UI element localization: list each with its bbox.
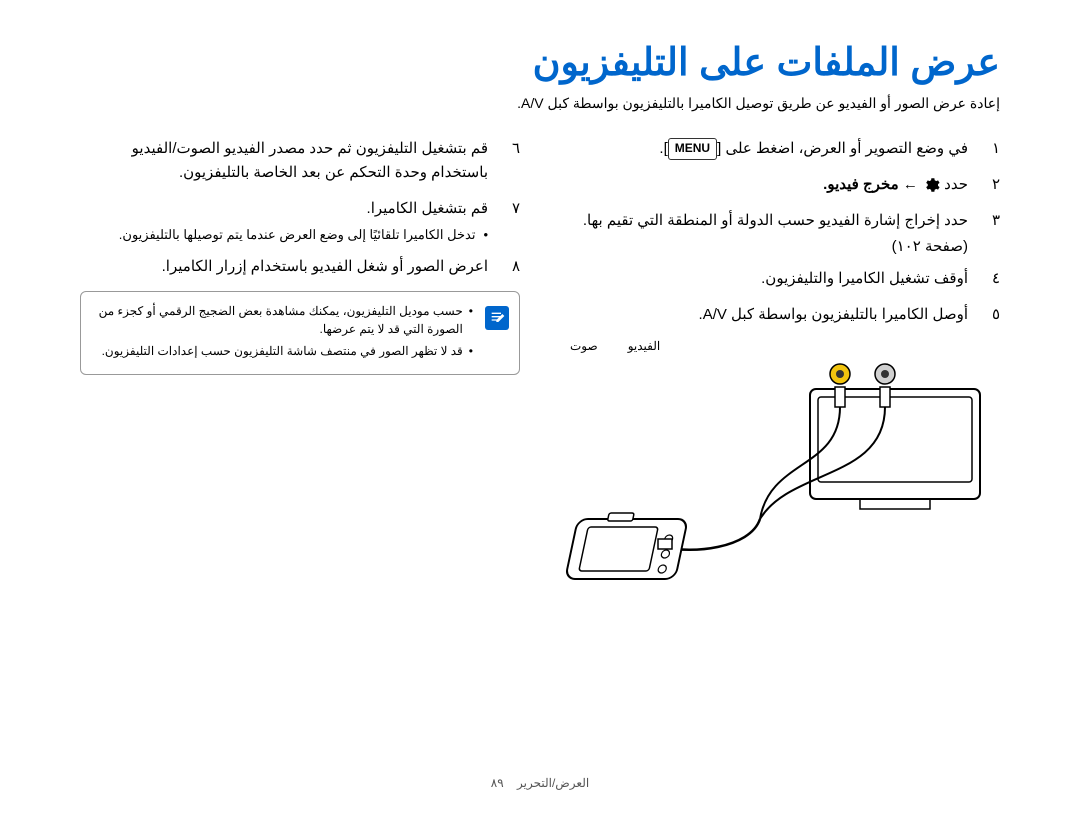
step-number: ٥ [980,303,1000,327]
step-subline: (صفحة ١٠٢) [560,237,1000,255]
step-text: أوقف تشغيل الكاميرا والتليفزيون. [560,267,968,291]
gear-icon [922,176,940,194]
step-item: ٤ أوقف تشغيل الكاميرا والتليفزيون. [560,267,1000,291]
diagram-svg [560,339,1000,619]
note-icon [485,306,509,330]
step-item: ٨ اعرض الصور أو شغل الفيديو باستخدام إزرا… [80,255,520,279]
step-text: أوصل الكاميرا بالتليفزيون بواسطة كبل A/V… [560,303,968,327]
step-text: حدد إخراج إشارة الفيديو حسب الدولة أو ال… [560,209,968,233]
step-text: قم بتشغيل الكاميرا. [80,197,488,221]
step-text: حدد ← مخرج فيديو. [560,173,968,197]
step-item: ٣ حدد إخراج إشارة الفيديو حسب الدولة أو ا… [560,209,1000,233]
step-number: ٤ [980,267,1000,291]
step-item: ٦قم بتشغيل التليفزيون ثم حدد مصدر الفيدي… [80,137,520,185]
steps-column-right: ١ في وضع التصوير أو العرض، اضغط على [MENU… [560,137,1000,619]
step-item: ٥ أوصل الكاميرا بالتليفزيون بواسطة كبل A/… [560,303,1000,327]
step-number: ٨ [500,255,520,279]
footer-page: ٨٩ [491,776,504,790]
step-number: ١ [980,137,1000,161]
av-labels: الفيديو صوت [570,339,660,353]
step-item: ٢ حدد ← مخرج فيديو. [560,173,1000,197]
step-bullet: تدخل الكاميرا تلقائيًا إلى وضع العرض عند… [80,227,520,243]
video-label: الفيديو [628,339,661,353]
note-line: حسب موديل التليفزيون، يمكنك مشاهدة بعض ا… [95,302,473,338]
audio-label: صوت [570,339,598,353]
footer-section: العرض/التحرير [517,776,589,790]
connection-diagram: الفيديو صوت [560,339,1000,619]
step-text: في وضع التصوير أو العرض، اضغط على [MENU]… [560,137,968,161]
step-number: ٧ [500,197,520,221]
step-number: ٣ [980,209,1000,233]
menu-button-label: MENU [668,138,717,159]
step-number: ٦ [500,137,520,185]
step-number: ٢ [980,173,1000,197]
step-text: اعرض الصور أو شغل الفيديو باستخدام إزرار… [80,255,488,279]
note-line: قد لا تظهر الصور في منتصف شاشة التليفزيو… [95,342,473,360]
step-text: قم بتشغيل التليفزيون ثم حدد مصدر الفيديو… [80,137,488,185]
note-box: حسب موديل التليفزيون، يمكنك مشاهدة بعض ا… [80,291,520,375]
page-footer: العرض/التحرير ٨٩ [0,776,1080,790]
steps-column-left: ٦قم بتشغيل التليفزيون ثم حدد مصدر الفيدي… [80,137,520,619]
step-item: ٧ قم بتشغيل الكاميرا. [80,197,520,221]
step-item: ١ في وضع التصوير أو العرض، اضغط على [MENU… [560,137,1000,161]
subtitle: إعادة عرض الصور أو الفيديو عن طريق توصيل… [80,95,1000,112]
page-title: عرض الملفات على التليفزيون [80,40,1000,85]
